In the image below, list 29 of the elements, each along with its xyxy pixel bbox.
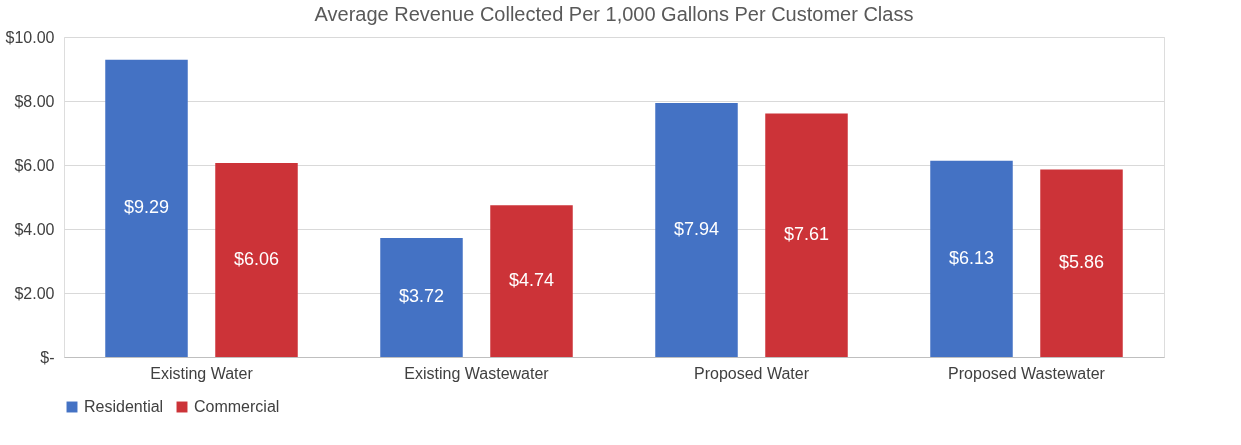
y-tick-label: $4.00 <box>14 220 55 238</box>
x-tick-label: Existing Wastewater <box>404 364 550 382</box>
y-tick-label: $8.00 <box>14 92 55 110</box>
x-tick-label: Proposed Water <box>693 364 810 382</box>
bar <box>765 113 848 357</box>
chart-title: Average Revenue Collected Per 1,000 Gallons Per Customer Class <box>314 3 914 25</box>
bar <box>1040 169 1123 357</box>
y-tick-label: $- <box>40 348 55 366</box>
data-label: $6.13 <box>948 247 995 268</box>
x-tick-label: Proposed Wastewater <box>948 364 1106 382</box>
bar <box>380 237 463 357</box>
y-tick-label: $10.00 <box>5 28 55 46</box>
data-label: $7.61 <box>783 224 830 245</box>
data-label: $6.06 <box>233 249 280 270</box>
legend-label: Commercial <box>194 398 280 415</box>
y-tick-label: $2.00 <box>14 284 55 302</box>
data-label: $3.72 <box>398 286 445 307</box>
bar <box>105 59 188 357</box>
y-tick-label: $6.00 <box>14 156 55 174</box>
bar <box>215 163 298 357</box>
legend-label: Residential <box>84 398 164 415</box>
bar <box>655 102 738 357</box>
bar <box>490 205 573 357</box>
bar <box>930 160 1013 357</box>
data-label: $5.86 <box>1058 252 1105 273</box>
x-tick-label: Existing Water <box>150 364 254 382</box>
data-label: $9.29 <box>123 197 170 218</box>
data-label: $7.94 <box>673 218 720 239</box>
data-label: $4.74 <box>508 270 555 291</box>
